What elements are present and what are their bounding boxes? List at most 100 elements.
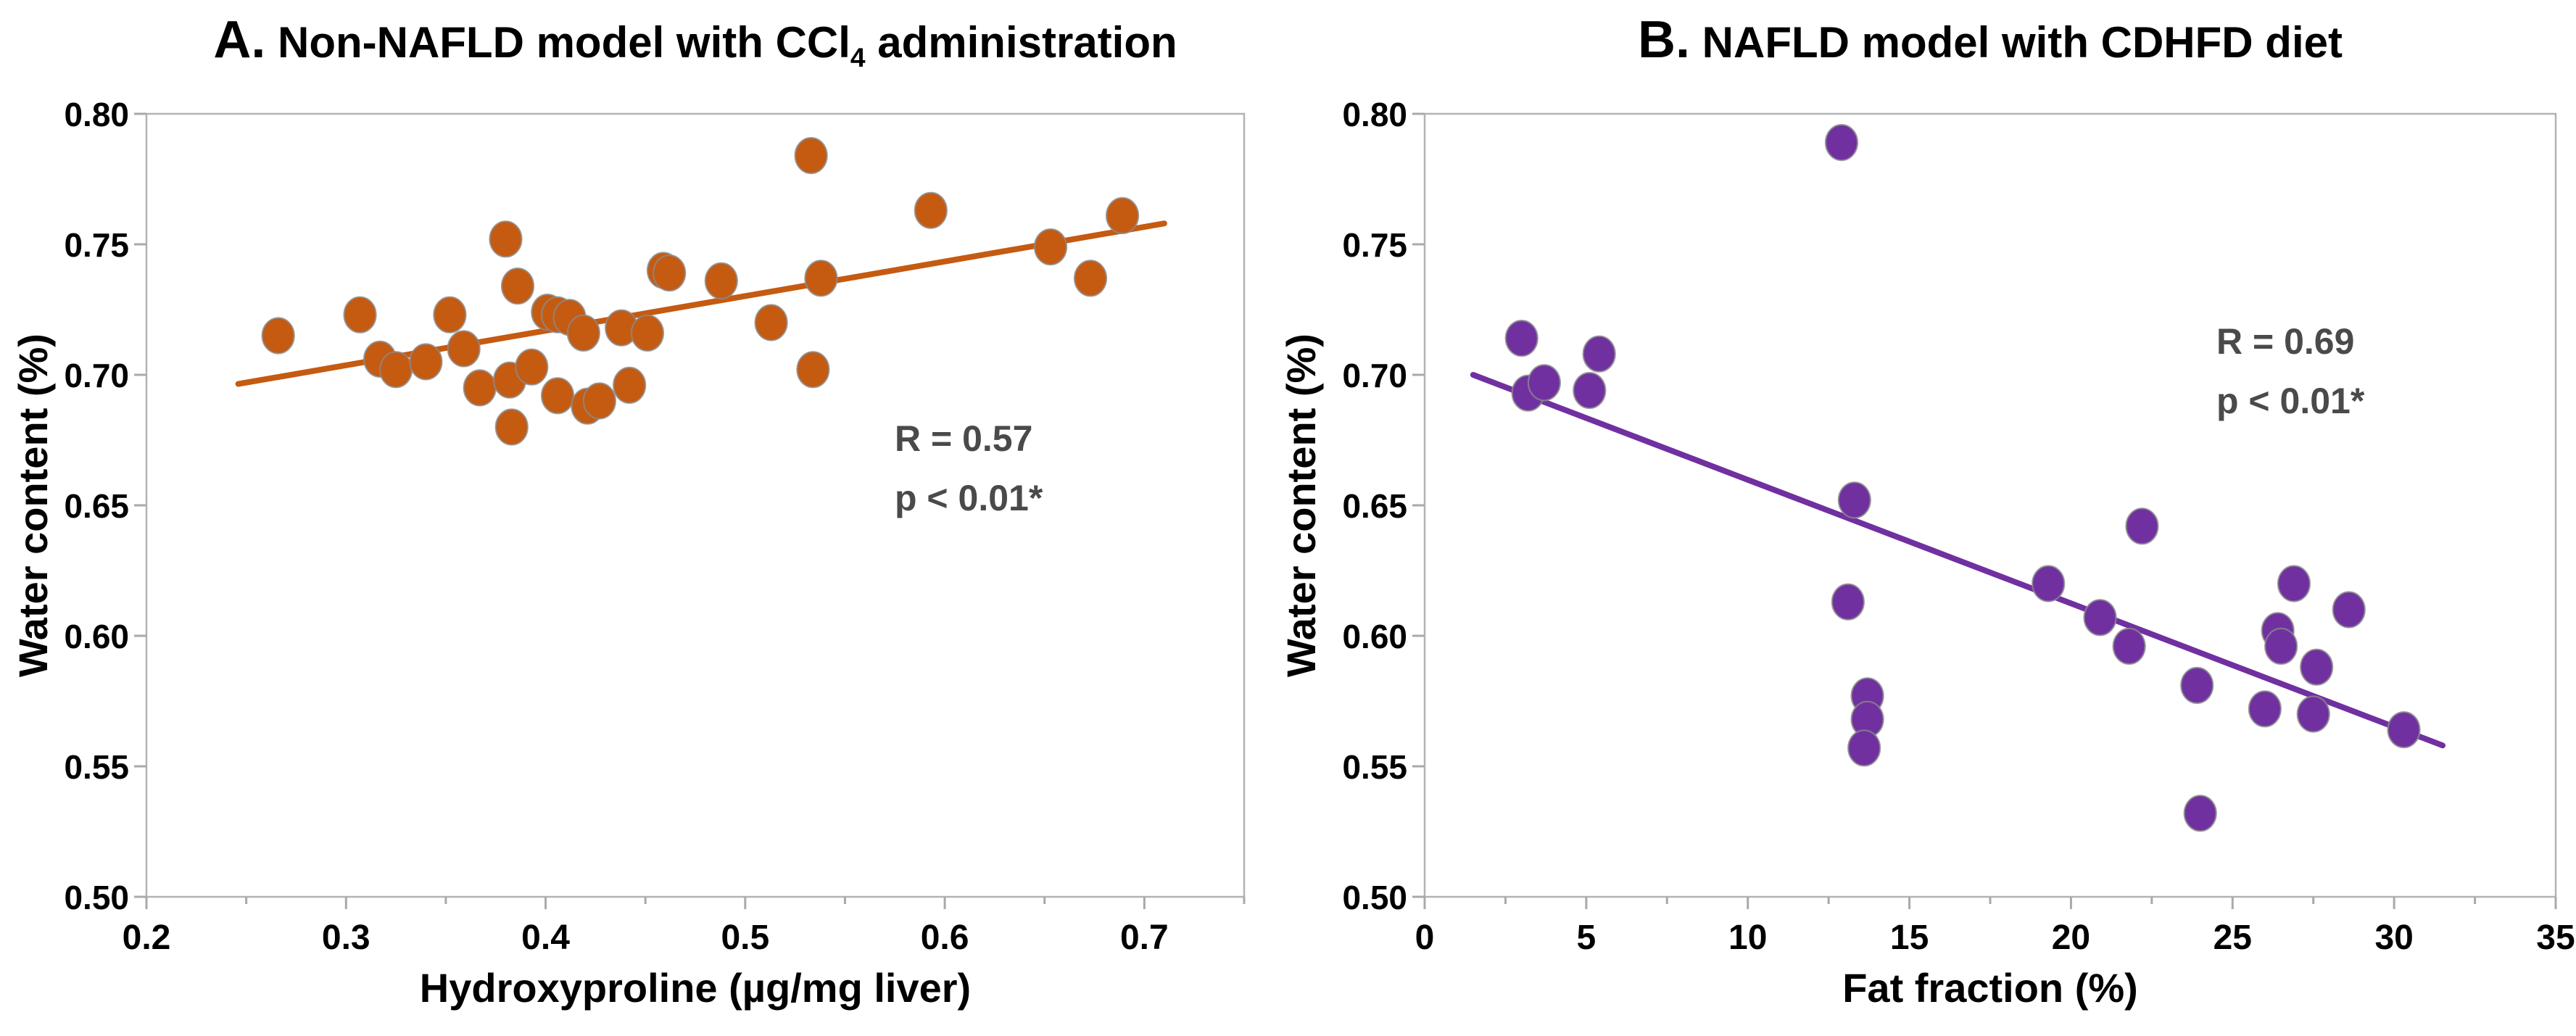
x-tick-label: 0.3 [322, 919, 370, 957]
data-point [1837, 481, 1871, 519]
x-tick-label: 35 [2536, 919, 2575, 957]
data-point [582, 382, 616, 420]
trend-line [1470, 372, 2445, 749]
y-tick-label: 0.75 [64, 226, 129, 264]
data-point [2296, 695, 2330, 733]
data-point [2180, 666, 2214, 705]
panel-b: 0 5 10 15 20 25 30 35 0.80 0.75 0.70 0.65 0.60 0.55 0.… [1342, 96, 2575, 957]
data-point [2332, 591, 2366, 629]
data-point [343, 296, 377, 333]
y-tick-label: 0.65 [1342, 487, 1407, 525]
data-point [794, 137, 828, 175]
panel-a-p-value: p < 0.01* [895, 478, 1043, 518]
data-point [489, 220, 523, 258]
y-tick-label: 0.60 [64, 618, 129, 655]
x-tick-label: 0.2 [123, 919, 171, 957]
data-point [1527, 364, 1562, 402]
data-point [704, 262, 738, 299]
panel-a-title-text: Non-NAFLD model with CCl [265, 18, 850, 67]
x-tick-label: 0.7 [1120, 919, 1169, 957]
data-point [1073, 260, 1108, 297]
y-tick-label: 0.70 [1342, 357, 1407, 394]
panel-b-x-axis-title: Fat fraction (%) [1842, 965, 2138, 1011]
data-point [1504, 320, 1538, 357]
x-tick-label: 0.5 [721, 919, 769, 957]
data-point [1831, 583, 1865, 621]
panel-a-x-axis-title: Hydroxyproline (µg/mg liver) [419, 965, 972, 1011]
data-point [1582, 335, 1616, 373]
x-tick-label: 15 [1890, 919, 1929, 957]
data-point [2125, 507, 2159, 545]
panel-a-title-subscript: 4 [850, 42, 866, 72]
data-point [566, 314, 600, 352]
data-point [630, 314, 665, 352]
panel-b-r-value: R = 0.69 [2216, 321, 2355, 362]
y-tick-label: 0.55 [64, 748, 129, 786]
data-point [2083, 599, 2117, 637]
y-tick-label: 0.75 [1342, 226, 1407, 264]
data-point [2112, 627, 2146, 666]
panel-b-title-text: NAFLD model with CDHFD diet [1690, 18, 2343, 67]
data-point [433, 296, 467, 333]
data-point [494, 408, 529, 446]
data-point [914, 191, 948, 229]
data-point [754, 304, 788, 341]
data-point [447, 330, 481, 368]
y-tick-label: 0.80 [1342, 96, 1407, 133]
x-tick-label: 30 [2374, 919, 2413, 957]
data-point [796, 351, 830, 389]
panel-b-letter: B. [1638, 11, 1691, 69]
data-point [2032, 565, 2066, 602]
data-point [1105, 196, 1140, 234]
data-point [2277, 565, 2311, 602]
panel-a-r-value: R = 0.57 [895, 418, 1033, 459]
data-point [1847, 729, 1881, 767]
plot-border [1423, 112, 2557, 898]
panel-a-title-text-after: administration [865, 18, 1177, 67]
panel-a-title: A. Non-NAFLD model with CCl4 administrat… [146, 11, 1244, 72]
panel-a-y-axis-title: Water content (%) [10, 333, 56, 677]
x-tick-label: 20 [2052, 919, 2090, 957]
data-point [261, 317, 295, 355]
data-point [653, 254, 687, 292]
data-point [540, 377, 575, 415]
panel-b-title: B. NAFLD model with CDHFD diet [1425, 11, 2556, 69]
plot-border [145, 112, 1246, 898]
x-tick-label: 0.6 [921, 919, 969, 957]
data-point [613, 366, 647, 405]
x-tick-label: 0 [1415, 919, 1435, 957]
x-tick-label: 25 [2213, 919, 2252, 957]
data-point [1824, 124, 1859, 162]
data-point [1033, 228, 1068, 266]
data-point [500, 268, 535, 305]
data-point [2248, 690, 2282, 728]
data-point [2264, 627, 2298, 666]
x-tick-label: 0.4 [521, 919, 570, 957]
data-point [409, 343, 443, 381]
y-tick-label: 0.50 [1342, 879, 1407, 916]
data-point [2300, 648, 2334, 686]
panel-a: 0.2 0.3 0.4 0.5 0.6 0.7 0.80 0.75 0.70 0.65 0.60 0.… [64, 96, 1246, 957]
data-point [2183, 795, 2217, 832]
panel-b-stats-annotation: R = 0.69 p < 0.01* [2216, 312, 2364, 431]
data-point [463, 369, 497, 407]
panel-b-y-axis-title: Water content (%) [1278, 333, 1324, 677]
y-tick-label: 0.70 [64, 357, 129, 394]
y-tick-label: 0.50 [64, 879, 129, 916]
y-tick-label: 0.80 [64, 96, 129, 133]
data-point [2387, 710, 2421, 749]
panel-b-p-value: p < 0.01* [2216, 381, 2365, 421]
panel-a-letter: A. [213, 11, 266, 69]
data-point [1573, 371, 1607, 410]
y-tick-label: 0.60 [1342, 618, 1407, 655]
y-tick-label: 0.65 [64, 487, 129, 525]
data-point [515, 348, 549, 386]
x-tick-label: 5 [1577, 919, 1596, 957]
data-point [804, 260, 838, 297]
data-point [378, 351, 413, 389]
x-tick-label: 10 [1728, 919, 1767, 957]
y-tick-label: 0.55 [1342, 748, 1407, 786]
panel-a-stats-annotation: R = 0.57 p < 0.01* [895, 409, 1043, 528]
